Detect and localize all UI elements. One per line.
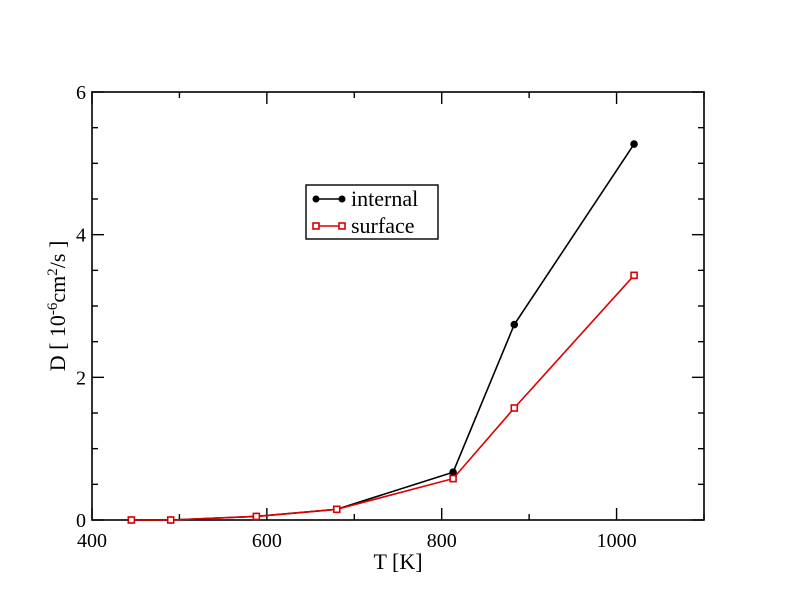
series-surface <box>127 271 638 524</box>
legend-internal-label: internal <box>351 186 418 211</box>
series-surface-point <box>510 404 519 412</box>
series-surface-point <box>252 512 261 521</box>
series-internal-point <box>510 320 519 329</box>
legend-surface-label: surface <box>351 213 415 238</box>
series-surface-point <box>332 505 341 514</box>
series-surface-point <box>630 271 638 280</box>
plot-frame <box>91 91 705 521</box>
legend-internal-marker-left <box>312 195 320 203</box>
series-surface-line <box>131 274 635 521</box>
x-tick-label: 400 <box>77 530 107 552</box>
x-tick-label: 800 <box>427 530 457 552</box>
series-surface-point <box>166 516 175 524</box>
series-internal-point <box>630 140 638 148</box>
y-axis-title-mid: cm <box>45 276 70 303</box>
y-tick-label: 4 <box>76 225 86 247</box>
series-surface-point <box>127 516 136 524</box>
y-tick-label: 0 <box>76 510 86 532</box>
series-surface-point <box>449 474 457 483</box>
y-axis-title-suffix: /s ] <box>45 241 70 269</box>
x-axis-title: T [K] <box>373 549 422 574</box>
legend: internal surface <box>305 184 439 240</box>
series-internal-point <box>449 468 457 477</box>
y-axis-title-exp2: 2 <box>45 268 61 276</box>
legend-internal-marker-right <box>338 195 346 203</box>
y-tick-label: 2 <box>76 367 86 389</box>
x-tick-label: 600 <box>252 530 282 552</box>
x-tick-label: 1000 <box>597 530 637 552</box>
y-tick-label: 6 <box>76 82 86 104</box>
series-layer <box>127 140 638 524</box>
legend-surface-marker-right <box>338 222 346 230</box>
y-axis-title: D [ 10-6cm2/s ] <box>45 241 70 372</box>
y-axis-title-prefix: D [ 10 <box>45 315 70 371</box>
y-axis-title-exp1: -6 <box>45 302 61 315</box>
axis-ticks <box>91 91 705 521</box>
axis-tick-labels: 400 600 800 1000 0 2 4 6 <box>76 82 637 552</box>
legend-box <box>305 184 439 240</box>
legend-surface-marker-left <box>312 222 320 230</box>
